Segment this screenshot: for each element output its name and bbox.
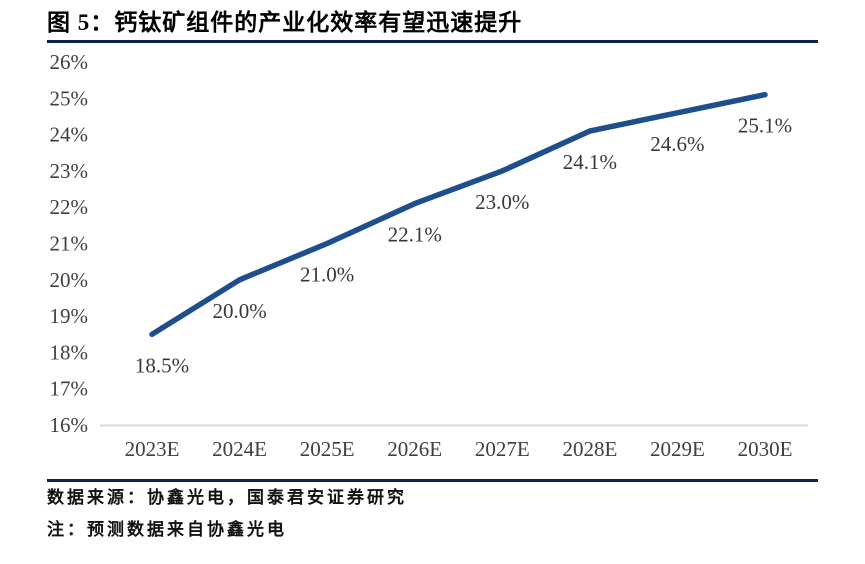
y-axis-tick-label: 26% (50, 50, 89, 74)
x-axis-tick-label: 2026E (387, 437, 442, 461)
note-text: 注：预测数据来自协鑫光电 (47, 520, 287, 539)
y-axis-tick-label: 18% (50, 340, 89, 364)
x-axis-tick-label: 2027E (475, 437, 530, 461)
y-axis-tick-label: 25% (50, 86, 89, 110)
y-axis-tick-label: 24% (50, 123, 89, 147)
data-point-label: 24.1% (563, 150, 617, 174)
x-axis-tick-label: 2023E (125, 437, 180, 461)
title-underline-rule (47, 40, 818, 43)
data-point-label: 23.0% (475, 190, 529, 214)
y-axis-tick-label: 16% (50, 413, 89, 437)
y-axis-tick-label: 22% (50, 195, 89, 219)
data-point-label: 24.6% (650, 132, 704, 156)
efficiency-series-line (149, 91, 768, 338)
data-point-label: 18.5% (135, 353, 189, 377)
x-axis-tick-label: 2029E (650, 437, 705, 461)
data-point-label: 25.1% (738, 114, 792, 138)
data-point-label: 20.0% (212, 299, 266, 323)
x-axis-tick-label: 2030E (738, 437, 793, 461)
data-point-label: 21.0% (300, 263, 354, 287)
y-axis-tick-label: 19% (50, 304, 89, 328)
footer-separator-rule (47, 479, 818, 482)
y-axis-tick-label: 17% (50, 377, 89, 401)
x-axis-tick-label: 2025E (300, 437, 355, 461)
x-axis-tick-label: 2024E (212, 437, 267, 461)
data-source-text: 数据来源：协鑫光电，国泰君安证券研究 (47, 488, 407, 507)
data-point-label: 22.1% (388, 223, 442, 247)
y-axis-tick-label: 21% (50, 232, 89, 256)
figure-title: 图 5：钙钛矿组件的产业化效率有望迅速提升 (47, 10, 523, 35)
y-axis-tick-label: 20% (50, 268, 89, 292)
x-axis-tick-label: 2028E (562, 437, 617, 461)
y-axis-tick-label: 23% (50, 159, 89, 183)
